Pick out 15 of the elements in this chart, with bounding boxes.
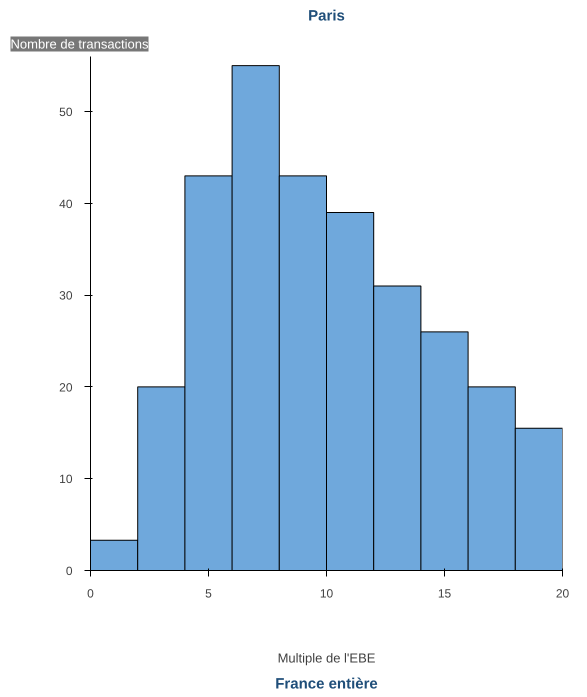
x-axis-title: Multiple de l'EBE [278,650,376,666]
chart-title: Paris [308,8,345,24]
x-tick-label: 5 [205,586,212,600]
y-tick-label: 30 [59,288,73,303]
x-tick-label: 15 [438,586,452,600]
y-tick-label: 10 [59,472,73,486]
y-tick-label: 20 [59,380,73,394]
y-axis-title: Nombre de transactions [10,36,150,52]
x-tick-label: 0 [87,586,94,600]
x-tick-label: 20 [556,586,570,600]
y-tick-label: 0 [66,564,73,578]
text: France entière [275,676,378,692]
y-tick-label: 40 [59,196,73,211]
y-tick-label: 50 [59,105,73,120]
x-tick-label: 10 [320,586,334,600]
